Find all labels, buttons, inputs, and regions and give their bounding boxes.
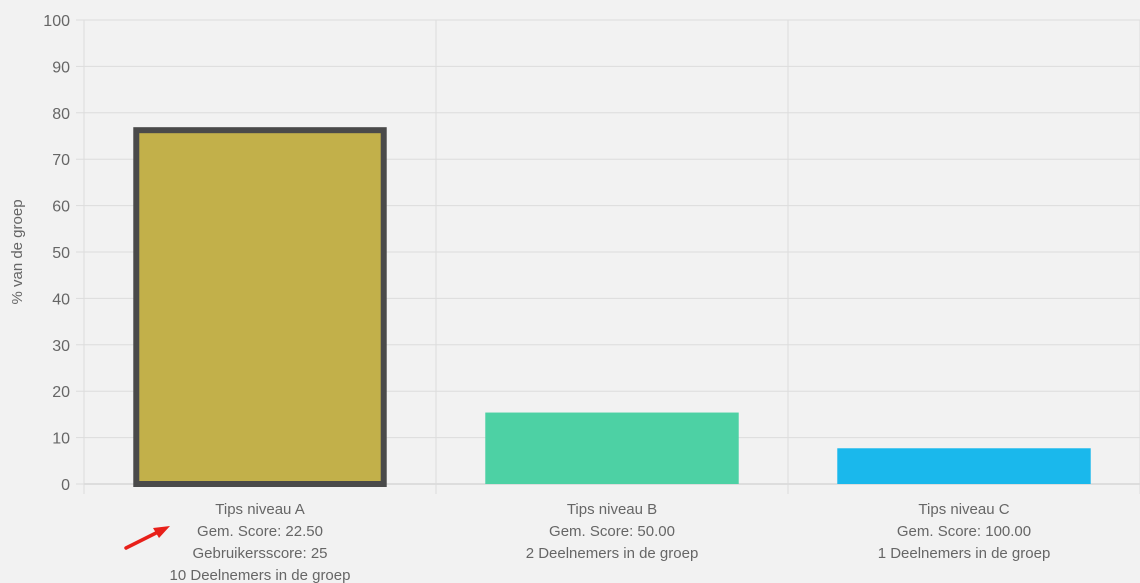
y-tick-label: 0 xyxy=(61,477,70,494)
y-tick-label: 50 xyxy=(52,245,70,262)
bar xyxy=(837,448,1091,484)
category-label-line: Gem. Score: 50.00 xyxy=(549,523,675,540)
y-axis-ticks: 0 10 20 30 40 50 60 70 80 90 100 xyxy=(43,13,70,494)
y-tick-label: 20 xyxy=(52,384,70,401)
category-label-line: Gem. Score: 22.50 xyxy=(197,523,323,540)
y-tick-label: 10 xyxy=(52,431,70,448)
category-label-line: 2 Deelnemers in de groep xyxy=(526,545,699,562)
category-label-line: 10 Deelnemers in de groep xyxy=(170,567,351,583)
category-label-line: Tips niveau B xyxy=(567,501,657,518)
x-axis-labels: Tips niveau A Gem. Score: 22.50 Gebruikers… xyxy=(170,501,1051,583)
arrow-head xyxy=(153,526,170,538)
y-axis-title: % van de groep xyxy=(9,199,26,304)
category-label-line: Tips niveau A xyxy=(215,501,305,518)
y-tick-label: 100 xyxy=(43,13,70,30)
bar xyxy=(485,412,739,484)
bars xyxy=(133,127,1091,488)
y-tick-label: 90 xyxy=(52,59,70,76)
red-arrow-annotation xyxy=(124,526,170,550)
bar xyxy=(133,127,387,488)
y-tick-label: 60 xyxy=(52,199,70,216)
category-label-line: 1 Deelnemers in de groep xyxy=(878,545,1051,562)
y-tick-label: 80 xyxy=(52,106,70,123)
category-label-line: Gem. Score: 100.00 xyxy=(897,523,1031,540)
category-label-line: Gebruikersscore: 25 xyxy=(192,545,327,562)
y-tick-label: 30 xyxy=(52,338,70,355)
y-tick-label: 70 xyxy=(52,152,70,169)
y-tick-label: 40 xyxy=(52,291,70,308)
arrow-shaft xyxy=(124,529,162,550)
category-label-line: Tips niveau C xyxy=(918,501,1009,518)
